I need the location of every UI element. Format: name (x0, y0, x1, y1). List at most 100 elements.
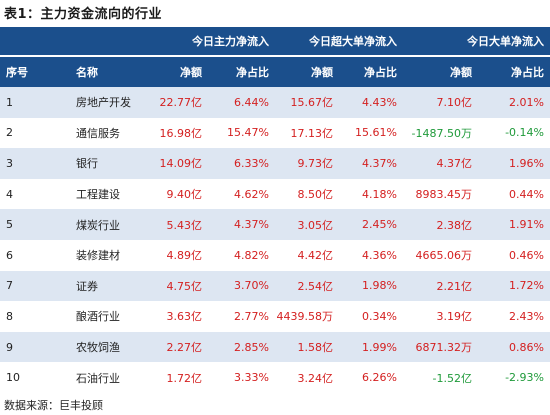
cell-industry-name: 煤炭行业 (76, 218, 120, 232)
group-main-inflow: 今日主力净流入 (192, 35, 269, 48)
cell-main-ratio: 6.33% (234, 156, 269, 170)
col-super-ratio-header: 净占比 (364, 66, 397, 79)
cell-industry-name: 酿酒行业 (76, 310, 120, 324)
cell-super-ratio: 6.26% (362, 371, 397, 385)
cell-large-amount: 4.37亿 (436, 157, 473, 171)
cell-large-ratio: 1.91% (509, 218, 544, 232)
cell-index: 6 (6, 248, 13, 262)
cell-super-ratio: 2.45% (362, 218, 397, 232)
cell-super-amount: 4.42亿 (297, 249, 334, 263)
cell-super-amount: 9.73亿 (297, 157, 334, 171)
cell-large-ratio: 0.44% (509, 187, 544, 201)
table-group-header: 今日主力净流入 今日超大单净流入 今日大单净流入 (0, 27, 550, 55)
cell-super-ratio: 1.99% (362, 340, 397, 354)
cell-large-amount: 3.19亿 (436, 310, 473, 324)
cell-index: 2 (6, 126, 13, 140)
cell-large-ratio: 0.86% (509, 340, 544, 354)
cell-industry-name: 银行 (76, 157, 98, 171)
cell-main-ratio: 3.33% (234, 371, 269, 385)
cell-index: 5 (6, 218, 13, 232)
cell-main-ratio: 15.47% (227, 126, 269, 140)
table-row: 5 煤炭行业 5.43亿 4.37% 3.05亿 2.45% 2.38亿 1.9… (0, 209, 550, 240)
cell-large-ratio: -0.14% (505, 126, 544, 140)
cell-large-amount: 2.38亿 (436, 218, 473, 232)
col-main-amount-header: 净额 (180, 66, 202, 79)
cell-main-ratio: 4.62% (234, 187, 269, 201)
cell-main-ratio: 3.70% (234, 279, 269, 293)
table-row: 9 农牧饲渔 2.27亿 2.85% 1.58亿 1.99% 6871.32万 … (0, 331, 550, 363)
table-row: 8 酿酒行业 3.63亿 2.77% 4439.58万 0.34% 3.19亿 … (0, 301, 550, 332)
col-index-header: 序号 (6, 66, 28, 79)
cell-large-ratio: 2.43% (509, 309, 544, 323)
table-body: 1 房地产开发 22.77亿 6.44% 15.67亿 4.43% 7.10亿 … (0, 87, 550, 393)
col-large-amount-header: 净额 (450, 66, 472, 79)
cell-large-amount: 2.21亿 (436, 279, 473, 293)
cell-index: 7 (6, 279, 13, 293)
cell-large-amount: 7.10亿 (436, 96, 473, 110)
cell-super-ratio: 4.36% (362, 248, 397, 262)
col-super-amount-header: 净额 (311, 66, 333, 79)
cell-super-ratio: 1.98% (362, 279, 397, 293)
cell-main-amount: 3.63亿 (166, 310, 203, 324)
cell-main-amount: 2.27亿 (166, 341, 203, 355)
cell-main-ratio: 2.85% (234, 340, 269, 354)
cell-super-amount: 3.05亿 (297, 218, 334, 232)
cell-super-ratio: 4.37% (362, 156, 397, 170)
cell-super-amount: 8.50亿 (297, 188, 334, 202)
cell-super-amount: 15.67亿 (290, 96, 334, 110)
cell-main-amount: 1.72亿 (166, 371, 203, 385)
table-row: 6 装修建材 4.89亿 4.82% 4.42亿 4.36% 4665.06万 … (0, 239, 550, 271)
table-row: 2 通信服务 16.98亿 15.47% 17.13亿 15.61% -1487… (0, 117, 550, 149)
cell-large-amount: -1.52亿 (432, 371, 472, 385)
cell-main-amount: 9.40亿 (166, 188, 203, 202)
cell-large-ratio: 1.96% (509, 156, 544, 170)
cell-index: 8 (6, 309, 13, 323)
cell-main-ratio: 4.82% (234, 248, 269, 262)
cell-large-ratio: 0.46% (509, 248, 544, 262)
cell-super-ratio: 15.61% (355, 126, 397, 140)
cell-industry-name: 农牧饲渔 (76, 341, 120, 355)
table-column-header: 序号 名称 净额 净占比 净额 净占比 净额 净占比 (0, 57, 550, 87)
cell-super-amount: 4439.58万 (276, 310, 334, 324)
cell-index: 3 (6, 156, 13, 170)
cell-industry-name: 工程建设 (76, 188, 120, 202)
cell-super-amount: 1.58亿 (297, 341, 334, 355)
cell-index: 9 (6, 340, 13, 354)
cell-main-ratio: 2.77% (234, 309, 269, 323)
cell-large-amount: 6871.32万 (415, 341, 473, 355)
cell-main-amount: 4.89亿 (166, 249, 203, 263)
cell-super-amount: 3.24亿 (297, 371, 334, 385)
cell-super-ratio: 4.18% (362, 187, 397, 201)
data-source-note: 数据来源：巨丰投顾 (4, 399, 103, 412)
cell-super-amount: 2.54亿 (297, 279, 334, 293)
table-row: 1 房地产开发 22.77亿 6.44% 15.67亿 4.43% 7.10亿 … (0, 87, 550, 118)
cell-main-amount: 16.98亿 (159, 126, 203, 140)
cell-industry-name: 房地产开发 (76, 96, 131, 110)
table-row: 10 石油行业 1.72亿 3.33% 3.24亿 6.26% -1.52亿 -… (0, 362, 550, 393)
cell-industry-name: 证券 (76, 279, 98, 293)
cell-super-ratio: 0.34% (362, 309, 397, 323)
col-name-header: 名称 (76, 66, 98, 79)
table-row: 7 证券 4.75亿 3.70% 2.54亿 1.98% 2.21亿 1.72% (0, 270, 550, 302)
cell-main-ratio: 4.37% (234, 218, 269, 232)
cell-large-ratio: 1.72% (509, 279, 544, 293)
cell-large-amount: 8983.45万 (415, 188, 473, 202)
cell-main-ratio: 6.44% (234, 95, 269, 109)
cell-index: 4 (6, 187, 13, 201)
cell-industry-name: 装修建材 (76, 249, 120, 263)
cell-industry-name: 通信服务 (76, 126, 120, 140)
cell-main-amount: 22.77亿 (159, 96, 203, 110)
cell-main-amount: 4.75亿 (166, 279, 203, 293)
fund-flow-table: 今日主力净流入 今日超大单净流入 今日大单净流入 序号 名称 净额 净占比 净额… (0, 27, 550, 393)
group-large-inflow: 今日大单净流入 (467, 35, 544, 48)
cell-large-ratio: 2.01% (509, 95, 544, 109)
cell-main-amount: 5.43亿 (166, 218, 203, 232)
col-main-ratio-header: 净占比 (236, 66, 269, 79)
cell-large-amount: -1487.50万 (411, 126, 472, 140)
table-row: 3 银行 14.09亿 6.33% 9.73亿 4.37% 4.37亿 1.96… (0, 148, 550, 179)
cell-index: 10 (6, 371, 20, 385)
table-row: 4 工程建设 9.40亿 4.62% 8.50亿 4.18% 8983.45万 … (0, 178, 550, 210)
cell-large-ratio: -2.93% (505, 371, 544, 385)
cell-super-amount: 17.13亿 (290, 126, 334, 140)
cell-super-ratio: 4.43% (362, 95, 397, 109)
